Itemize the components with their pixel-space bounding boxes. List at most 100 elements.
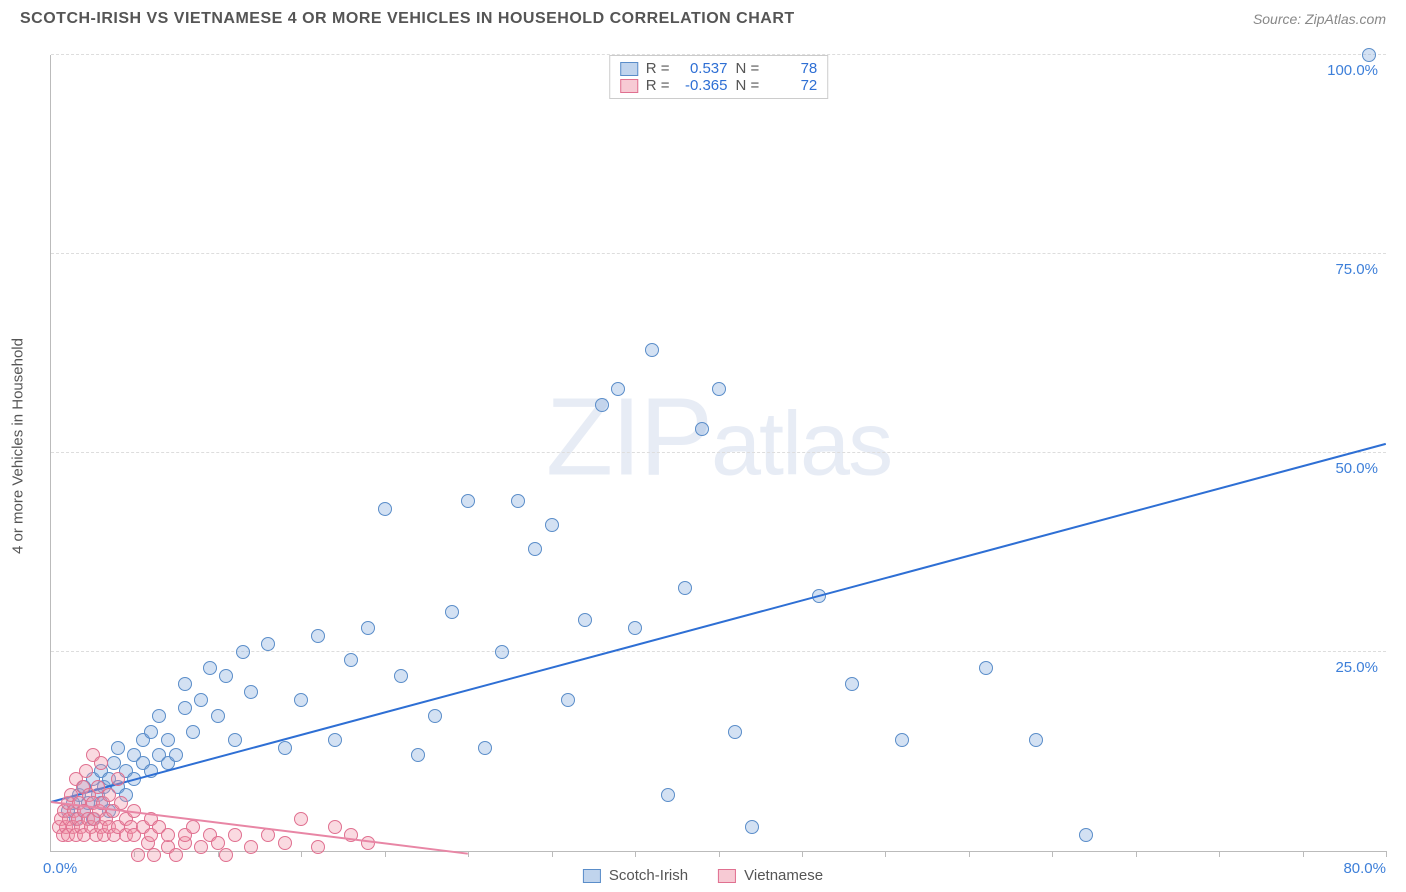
x-tick	[1219, 851, 1220, 857]
scatter-point	[979, 661, 993, 675]
scatter-point	[394, 669, 408, 683]
scatter-point	[211, 709, 225, 723]
scatter-point	[695, 422, 709, 436]
scatter-point	[228, 733, 242, 747]
scatter-point	[545, 518, 559, 532]
chart-container: ZIPatlas R = 0.537 N = 78 R = -0.365 N =…	[50, 55, 1386, 852]
scatter-point	[161, 828, 175, 842]
scatter-point	[244, 840, 258, 854]
scatter-point	[628, 621, 642, 635]
scatter-point	[495, 645, 509, 659]
scatter-point	[361, 621, 375, 635]
n-value: 72	[767, 77, 817, 94]
x-tick	[1136, 851, 1137, 857]
scatter-point	[528, 542, 542, 556]
x-tick	[1386, 851, 1387, 857]
scatter-point	[645, 343, 659, 357]
axis-origin-label: 0.0%	[43, 860, 77, 877]
x-tick	[552, 851, 553, 857]
scatter-point	[219, 848, 233, 862]
scatter-point	[311, 840, 325, 854]
source-attribution: Source: ZipAtlas.com	[1253, 11, 1386, 27]
scatter-point	[328, 733, 342, 747]
gridline	[51, 253, 1386, 254]
n-label: N =	[736, 60, 760, 77]
source-label: Source:	[1253, 11, 1305, 27]
stats-row-2: R = -0.365 N = 72	[620, 77, 818, 94]
scatter-point	[278, 836, 292, 850]
scatter-point	[461, 494, 475, 508]
legend-item-2: Vietnamese	[718, 867, 823, 884]
scatter-point	[219, 669, 233, 683]
scatter-point	[294, 812, 308, 826]
y-axis-label: 4 or more Vehicles in Household	[10, 338, 27, 554]
scatter-point	[478, 741, 492, 755]
bottom-legend: Scotch-Irish Vietnamese	[583, 867, 823, 884]
x-tick	[1303, 851, 1304, 857]
x-tick	[385, 851, 386, 857]
y-tick-label: 25.0%	[1335, 659, 1378, 676]
r-value: 0.537	[678, 60, 728, 77]
scatter-point	[678, 581, 692, 595]
legend-item-1: Scotch-Irish	[583, 867, 688, 884]
scatter-point	[611, 382, 625, 396]
scatter-point	[261, 637, 275, 651]
scatter-point	[186, 725, 200, 739]
scatter-point	[94, 756, 108, 770]
scatter-point	[236, 645, 250, 659]
y-tick-label: 50.0%	[1335, 460, 1378, 477]
gridline	[51, 651, 1386, 652]
scatter-point	[661, 788, 675, 802]
n-label: N =	[736, 77, 760, 94]
source-value: ZipAtlas.com	[1305, 11, 1386, 27]
header: SCOTCH-IRISH VS VIETNAMESE 4 OR MORE VEH…	[0, 0, 1406, 33]
x-tick	[301, 851, 302, 857]
scatter-point	[169, 748, 183, 762]
scatter-point	[131, 848, 145, 862]
scatter-point	[203, 661, 217, 675]
scatter-point	[411, 748, 425, 762]
y-tick-label: 75.0%	[1335, 261, 1378, 278]
x-tick	[635, 851, 636, 857]
scatter-point	[79, 764, 93, 778]
scatter-point	[595, 398, 609, 412]
swatch-blue-icon	[620, 62, 638, 76]
swatch-pink-icon	[718, 869, 736, 883]
scatter-point	[147, 848, 161, 862]
scatter-point	[1029, 733, 1043, 747]
n-value: 78	[767, 60, 817, 77]
scatter-point	[445, 605, 459, 619]
scatter-point	[278, 741, 292, 755]
scatter-point	[111, 772, 125, 786]
r-value: -0.365	[678, 77, 728, 94]
x-tick	[802, 851, 803, 857]
scatter-point	[511, 494, 525, 508]
x-tick	[969, 851, 970, 857]
scatter-point	[178, 701, 192, 715]
scatter-point	[428, 709, 442, 723]
swatch-blue-icon	[583, 869, 601, 883]
scatter-point	[328, 820, 342, 834]
scatter-point	[561, 693, 575, 707]
scatter-point	[311, 629, 325, 643]
scatter-point	[728, 725, 742, 739]
gridline	[51, 54, 1386, 55]
y-tick-label: 100.0%	[1327, 62, 1378, 79]
scatter-point	[745, 820, 759, 834]
trendline	[51, 443, 1387, 803]
x-tick	[1052, 851, 1053, 857]
axis-xmax-label: 80.0%	[1343, 860, 1386, 877]
scatter-point	[152, 709, 166, 723]
scatter-point	[344, 653, 358, 667]
scatter-point	[228, 828, 242, 842]
scatter-point	[578, 613, 592, 627]
scatter-point	[111, 741, 125, 755]
gridline	[51, 452, 1386, 453]
r-label: R =	[646, 77, 670, 94]
r-label: R =	[646, 60, 670, 77]
x-tick	[719, 851, 720, 857]
scatter-point	[895, 733, 909, 747]
x-tick	[885, 851, 886, 857]
scatter-point	[378, 502, 392, 516]
scatter-point	[294, 693, 308, 707]
